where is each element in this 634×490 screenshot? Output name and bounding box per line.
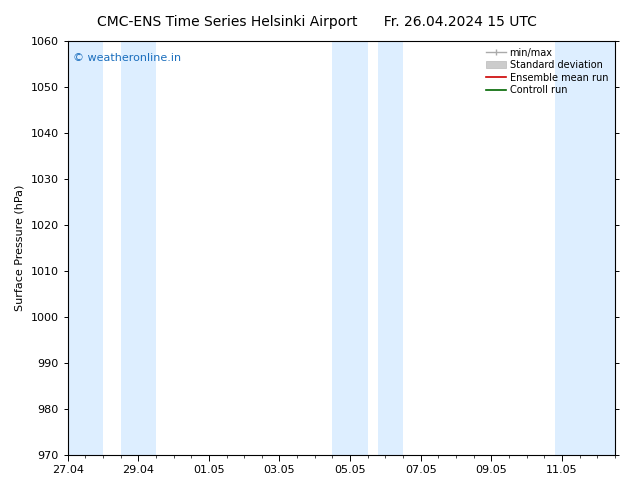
Bar	[120, 41, 156, 455]
Bar	[68, 41, 103, 455]
Bar	[378, 41, 403, 455]
Bar	[555, 41, 615, 455]
Bar	[332, 41, 368, 455]
Text: CMC-ENS Time Series Helsinki Airport      Fr. 26.04.2024 15 UTC: CMC-ENS Time Series Helsinki Airport Fr.…	[97, 15, 537, 29]
Text: © weatheronline.in: © weatheronline.in	[73, 53, 181, 64]
Y-axis label: Surface Pressure (hPa): Surface Pressure (hPa)	[15, 185, 25, 311]
Legend: min/max, Standard deviation, Ensemble mean run, Controll run: min/max, Standard deviation, Ensemble me…	[482, 44, 612, 99]
